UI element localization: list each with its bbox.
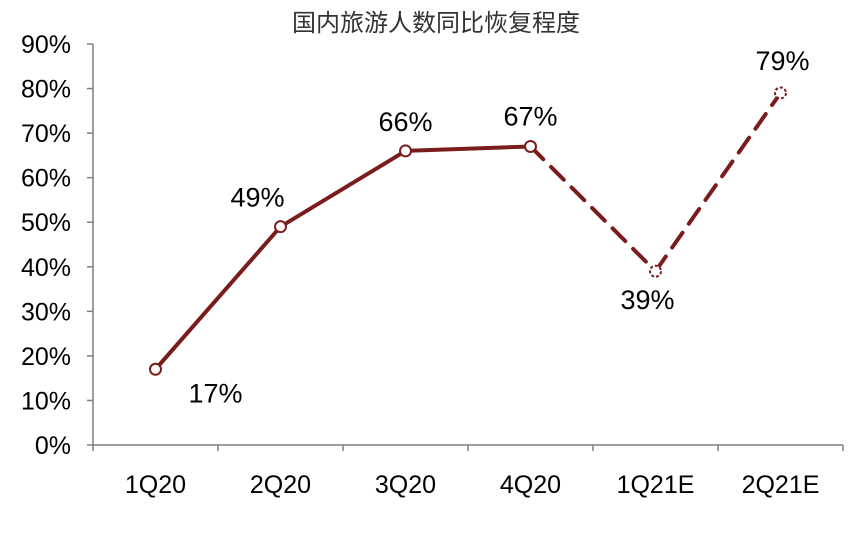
data-label: 39% [620, 285, 674, 315]
y-tick-label: 90% [21, 31, 71, 59]
x-tick-label: 1Q21E [617, 471, 695, 499]
data-point [774, 86, 787, 100]
data-label: 66% [378, 107, 432, 137]
x-axis-ticks: 1Q20 2Q20 3Q20 4Q20 1Q21E 2Q21E [92, 445, 844, 499]
line-segment [153, 224, 283, 372]
x-tick-label: 2Q20 [250, 471, 311, 499]
y-tick-label: 60% [21, 165, 71, 193]
x-tick-label: 2Q21E [742, 471, 820, 499]
y-tick-label: 10% [21, 387, 71, 415]
y-tick-label: 70% [21, 120, 71, 148]
y-axis-ticks: 0% 10% 20% 30% 40% 50% 60% 70% 80% 90% [21, 31, 93, 460]
chart-title: 国内旅游人数同比恢复程度 [292, 9, 580, 37]
data-labels: 17% 49% 66% 67% 39% 79% [188, 46, 809, 408]
data-point [149, 362, 162, 376]
series-points [149, 86, 787, 376]
data-point [274, 220, 287, 234]
x-tick-label: 1Q20 [125, 471, 186, 499]
line-segment-estimate [528, 144, 658, 274]
data-point [649, 264, 662, 278]
y-tick-label: 30% [21, 298, 71, 326]
line-segment [403, 144, 533, 153]
x-tick-label: 4Q20 [500, 471, 561, 499]
y-tick-label: 20% [21, 343, 71, 371]
y-tick-label: 0% [35, 432, 71, 460]
y-tick-label: 80% [21, 76, 71, 104]
line-segment [278, 148, 408, 229]
x-tick-label: 3Q20 [375, 471, 436, 499]
data-label: 17% [188, 378, 242, 408]
y-tick-label: 50% [21, 209, 71, 237]
data-label: 79% [755, 46, 809, 76]
y-tick-label: 40% [21, 254, 71, 282]
data-label: 67% [503, 101, 557, 131]
data-label: 49% [230, 183, 284, 213]
data-point [524, 139, 537, 153]
line-segment-estimate [653, 91, 783, 274]
data-point [399, 144, 412, 158]
series-line [153, 91, 783, 372]
